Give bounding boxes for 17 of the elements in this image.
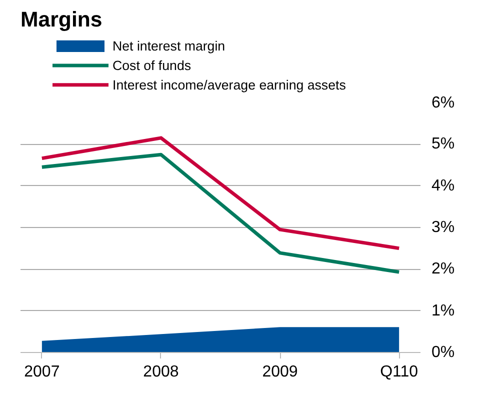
legend-label: Interest income/average earning assets — [112, 77, 346, 92]
y-tick-label: 1% — [432, 302, 455, 320]
legend-label: Net interest margin — [112, 38, 226, 54]
y-tick-label: 0% — [432, 344, 455, 361]
x-tick-label: 2009 — [262, 364, 298, 380]
line-series — [40, 152, 401, 274]
x-tick-label: Q110 — [380, 364, 418, 380]
y-tick-label: 6% — [432, 94, 455, 112]
x-tick-label: 2007 — [24, 364, 60, 380]
legend-label: Cost of funds — [112, 58, 192, 73]
y-tick-label: 2% — [432, 260, 455, 278]
line-series — [40, 136, 401, 250]
y-tick-label: 4% — [432, 177, 455, 194]
x-tick-label: 2008 — [143, 364, 179, 380]
chart-title: Margins — [20, 8, 102, 32]
y-tick-label: 3% — [432, 219, 455, 236]
y-tick-label: 5% — [432, 136, 455, 153]
